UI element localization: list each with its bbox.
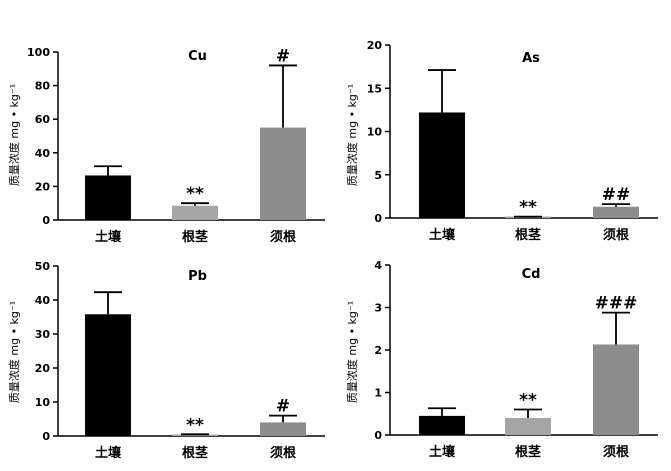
chart-as: 0 5 10 15 20 质量浓度 mg • kg⁻¹ As 土壤 ** 根茎 ## 须根 — [345, 39, 658, 243]
significance-mark: # — [276, 46, 290, 66]
significance-mark: ** — [519, 391, 537, 411]
chart-title: Cd — [522, 267, 541, 282]
significance-mark: # — [276, 397, 290, 417]
y-tick-label: 5 — [374, 169, 382, 182]
bar-1 — [419, 415, 465, 435]
x-tick-label: 土壤 — [429, 444, 456, 460]
significance-mark: ### — [595, 294, 638, 314]
significance-mark: ** — [186, 184, 204, 204]
bar-3 — [593, 206, 639, 218]
y-tick-label: 20 — [35, 180, 51, 193]
y-tick-label: 10 — [367, 126, 383, 139]
y-tick-label: 0 — [374, 429, 382, 442]
y-axis-label: 质量浓度 mg • kg⁻¹ — [345, 301, 359, 403]
chart-title: Pb — [188, 269, 207, 284]
bar-1 — [85, 175, 131, 220]
bar-3 — [260, 127, 306, 220]
x-tick-label: 根茎 — [515, 444, 541, 460]
y-tick-label: 3 — [374, 302, 382, 315]
y-tick-label: 10 — [35, 396, 51, 409]
chart-pb: 0 10 20 30 40 50 质量浓度 mg • kg⁻¹ Pb 土壤 ** 根茎 # 须根 — [7, 260, 325, 461]
y-tick-label: 40 — [35, 294, 51, 307]
y-tick-label: 0 — [42, 430, 50, 443]
bar-1 — [419, 112, 465, 218]
significance-mark: ** — [519, 198, 537, 218]
x-tick-label: 须根 — [270, 445, 297, 461]
chart-title: Cu — [188, 49, 207, 64]
significance-mark: ** — [186, 415, 204, 435]
y-tick-label: 80 — [35, 80, 51, 93]
x-tick-label: 土壤 — [95, 445, 122, 461]
y-tick-label: 2 — [374, 344, 382, 357]
chart-title: As — [522, 51, 540, 66]
y-tick-label: 20 — [367, 39, 383, 52]
y-tick-label: 60 — [35, 113, 51, 126]
x-tick-label: 土壤 — [95, 229, 122, 245]
y-tick-label: 15 — [367, 82, 382, 95]
y-axis-label: 质量浓度 mg • kg⁻¹ — [7, 84, 21, 186]
x-tick-label: 土壤 — [429, 227, 456, 243]
y-tick-label: 40 — [35, 147, 51, 160]
y-tick-label: 20 — [35, 362, 51, 375]
x-tick-label: 根茎 — [182, 229, 208, 245]
x-tick-label: 根茎 — [182, 445, 208, 461]
y-tick-label: 100 — [27, 46, 50, 59]
y-axis-label: 质量浓度 mg • kg⁻¹ — [345, 84, 359, 186]
x-tick-label: 须根 — [603, 227, 630, 243]
bar-1 — [85, 314, 131, 436]
x-tick-label: 须根 — [603, 444, 630, 460]
chart-cu: 0 20 40 60 80 100 质量浓度 mg • kg⁻¹ Cu 土壤 ** 根茎 # 须根 — [7, 46, 325, 245]
y-tick-label: 4 — [374, 259, 382, 272]
y-tick-label: 0 — [42, 214, 50, 227]
y-tick-label: 1 — [374, 387, 382, 400]
bar-3 — [593, 344, 639, 435]
y-tick-label: 0 — [374, 212, 382, 225]
chart-cd: 0 1 2 3 4 质量浓度 mg • kg⁻¹ Cd 土壤 ** 根茎 ### 须根 — [345, 259, 658, 460]
significance-mark: ## — [602, 185, 631, 205]
x-tick-label: 须根 — [270, 229, 297, 245]
bar-2 — [172, 434, 218, 436]
y-tick-label: 30 — [35, 328, 51, 341]
bar-2 — [505, 418, 551, 435]
x-tick-label: 根茎 — [515, 227, 541, 243]
bar-2 — [172, 205, 218, 220]
y-tick-label: 50 — [35, 260, 51, 273]
y-axis-label: 质量浓度 mg • kg⁻¹ — [7, 301, 21, 403]
bar-3 — [260, 422, 306, 436]
